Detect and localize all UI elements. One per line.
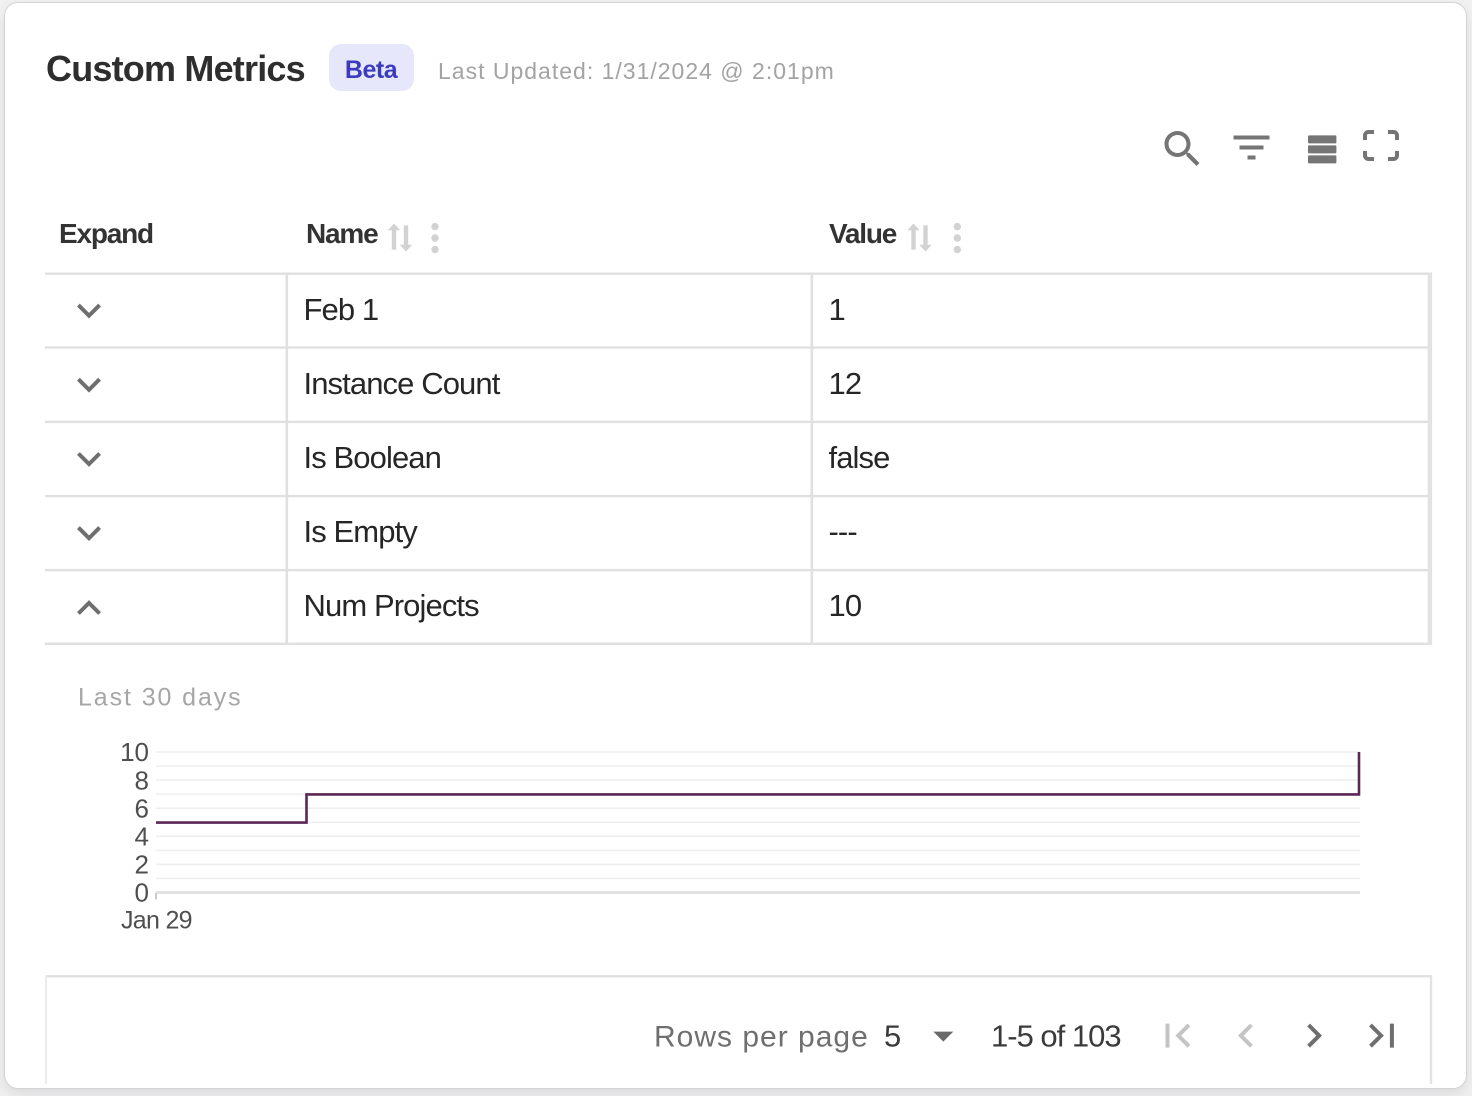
svg-text:4: 4 bbox=[135, 822, 149, 852]
svg-text:Custom Metrics: Custom Metrics bbox=[46, 48, 305, 89]
svg-text:false: false bbox=[829, 440, 890, 475]
svg-text:0: 0 bbox=[135, 878, 149, 908]
svg-text:Feb 1: Feb 1 bbox=[304, 292, 379, 327]
svg-text:Last 30 days: Last 30 days bbox=[78, 684, 243, 712]
svg-text:2: 2 bbox=[135, 850, 149, 880]
svg-text:8: 8 bbox=[135, 765, 149, 795]
svg-text:Jan 29: Jan 29 bbox=[121, 907, 192, 935]
svg-text:10: 10 bbox=[829, 588, 862, 623]
svg-text:10: 10 bbox=[120, 737, 149, 767]
svg-text:Value: Value bbox=[829, 218, 897, 249]
svg-text:Instance Count: Instance Count bbox=[304, 366, 501, 401]
svg-text:1-5 of 103: 1-5 of 103 bbox=[991, 1019, 1121, 1054]
svg-text:Beta: Beta bbox=[345, 56, 399, 84]
svg-text:Rows per page: Rows per page bbox=[654, 1021, 869, 1054]
svg-text:12: 12 bbox=[829, 366, 862, 401]
svg-text:Is Boolean: Is Boolean bbox=[304, 440, 442, 475]
svg-text:Is Empty: Is Empty bbox=[304, 514, 419, 549]
svg-text:Expand: Expand bbox=[59, 218, 153, 249]
svg-text:1: 1 bbox=[829, 292, 845, 327]
svg-text:5: 5 bbox=[884, 1019, 901, 1054]
svg-text:Name: Name bbox=[306, 218, 378, 249]
svg-text:Last Updated: 1/31/2024 @ 2:01: Last Updated: 1/31/2024 @ 2:01pm bbox=[438, 58, 835, 84]
svg-text:---: --- bbox=[829, 514, 857, 549]
svg-text:Num Projects: Num Projects bbox=[304, 588, 480, 623]
svg-text:6: 6 bbox=[135, 793, 149, 823]
